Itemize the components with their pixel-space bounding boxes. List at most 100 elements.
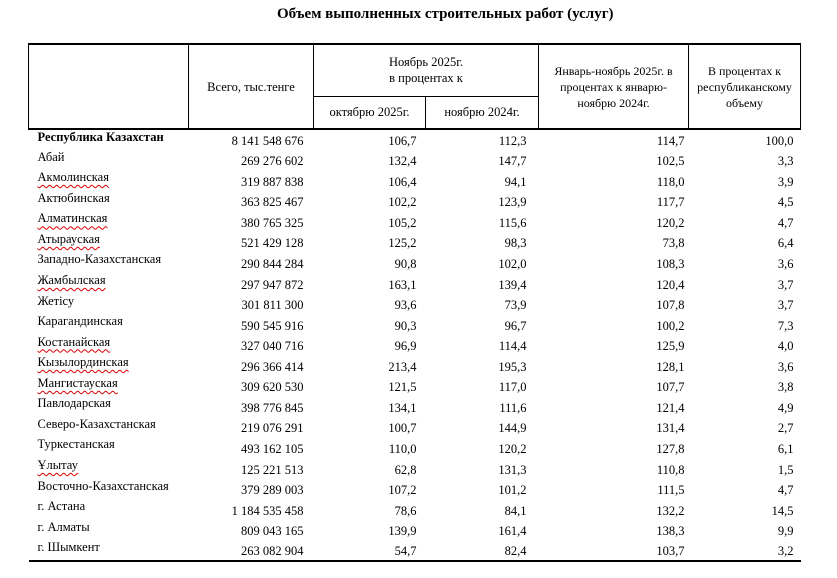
- value-cell-share: 4,5: [777, 195, 794, 210]
- value-cell-vs-october: 102,2: [388, 195, 417, 210]
- value-cell-jan-nov: 138,3: [656, 524, 685, 539]
- value-cell-total: 296 366 414: [241, 359, 304, 374]
- value-cell-vs-october: 139,9: [388, 524, 417, 539]
- table-row: Алматинская 380 765 325 105,2 115,6 120,…: [29, 211, 801, 232]
- value-cell-vs-november: 120,2: [498, 442, 527, 456]
- value-cell-share: 3,3: [777, 154, 794, 169]
- region-name: Карагандинская: [37, 314, 123, 329]
- value-cell-vs-october: 213,4: [388, 359, 417, 374]
- table-row: Павлодарская 398 776 845 134,1 111,6 121…: [29, 396, 801, 417]
- value-cell-jan-nov: 121,4: [656, 400, 685, 415]
- value-cell-jan-nov: 118,0: [656, 174, 685, 189]
- table-row: Абай 269 276 602 132,4 147,7 102,5 3,3: [29, 150, 801, 171]
- value-cell-share: 1,5: [777, 462, 794, 477]
- region-name: г. Астана: [37, 499, 86, 514]
- value-cell-vs-october: 90,3: [394, 318, 417, 333]
- value-cell-share: 3,8: [777, 380, 794, 395]
- table-row: г. Алматы 809 043 165 139,9 161,4 138,3 …: [29, 520, 801, 541]
- header-nov-group: Ноябрь 2025г. в процентах к: [312, 43, 540, 97]
- value-cell-vs-november: 131,3: [498, 462, 527, 477]
- value-cell-jan-nov: 120,2: [656, 215, 685, 230]
- value-cell-share: 3,7: [777, 298, 794, 313]
- value-cell-vs-october: 93,6: [394, 298, 417, 313]
- region-name: Костанайская: [37, 334, 111, 349]
- value-cell-share: 9,9: [777, 524, 794, 539]
- value-cell-share: 4,7: [777, 215, 794, 230]
- region-name: Атырауская: [37, 231, 100, 246]
- value-cell-jan-nov: 103,7: [656, 543, 685, 558]
- value-cell-share: 100,0: [765, 133, 794, 148]
- value-cell-vs-october: 121,5: [388, 380, 417, 395]
- region-name: Западно-Казахстанская: [37, 252, 162, 267]
- value-cell-total: 263 082 904: [241, 543, 304, 558]
- value-cell-vs-november: 144,9: [498, 421, 527, 436]
- value-cell-total: 398 776 845: [241, 400, 304, 415]
- table-row: Карагандинская 590 545 916 90,3 96,7 100…: [29, 314, 801, 335]
- region-name: Ұлытау: [37, 458, 78, 472]
- value-cell-jan-nov: 107,8: [656, 298, 685, 313]
- value-cell-jan-nov: 108,3: [656, 256, 685, 271]
- value-cell-share: 2,7: [777, 421, 794, 436]
- value-cell-total: 319 887 838: [241, 174, 304, 189]
- table-row: Жетісу 301 811 300 93,6 73,9 107,8 3,7: [29, 294, 801, 315]
- value-cell-share: 4,9: [777, 400, 794, 415]
- value-cell-vs-november: 82,4: [504, 543, 527, 558]
- table-row: Западно-Казахстанская 290 844 284 90,8 1…: [29, 252, 801, 273]
- value-cell-vs-october: 132,4: [388, 154, 417, 169]
- region-name: Республика Казахстан: [37, 130, 164, 144]
- value-cell-jan-nov: 125,9: [656, 339, 685, 354]
- value-cell-jan-nov: 120,4: [656, 277, 685, 292]
- value-cell-vs-november: 102,0: [498, 256, 527, 271]
- header-total: Всего, тыс.тенге: [188, 43, 314, 130]
- region-name: Кызылординская: [37, 355, 129, 370]
- value-cell-vs-october: 134,1: [388, 400, 417, 415]
- table-row: г. Шымкент 263 082 904 54,7 82,4 103,7 3…: [29, 540, 801, 561]
- table-row: Ұлытау 125 221 513 62,8 131,3 110,8 1,5: [29, 458, 801, 479]
- value-cell-vs-october: 54,7: [394, 543, 417, 558]
- value-cell-jan-nov: 73,8: [662, 236, 685, 251]
- value-cell-total: 297 947 872: [241, 277, 304, 292]
- value-cell-total: 521 429 128: [241, 236, 304, 251]
- header-jan-nov: Январь-ноябрь 2025г. в процентах к январ…: [538, 43, 690, 130]
- value-cell-jan-nov: 100,2: [656, 318, 685, 333]
- value-cell-vs-november: 84,1: [504, 503, 527, 518]
- region-name: Алматинская: [37, 211, 108, 226]
- value-cell-total: 269 276 602: [241, 154, 304, 169]
- header-nov-line1: Ноябрь 2025г.: [388, 55, 464, 70]
- value-cell-share: 3,7: [777, 277, 794, 292]
- statistics-table: Всего, тыс.тенге Ноябрь 2025г. в процент…: [28, 43, 802, 562]
- value-cell-vs-october: 163,1: [388, 277, 417, 292]
- header-region-col: [28, 43, 189, 130]
- table-row: Республика Казахстан 8 141 548 676 106,7…: [29, 129, 801, 150]
- region-name: Абай: [37, 149, 65, 164]
- value-cell-share: 4,7: [777, 483, 794, 498]
- table-row: Кызылординская 296 366 414 213,4 195,3 1…: [29, 355, 801, 376]
- value-cell-vs-november: 94,1: [504, 174, 527, 189]
- region-name: Мангистауская: [37, 375, 118, 390]
- value-cell-vs-november: 147,7: [498, 154, 527, 169]
- table-row: г. Астана 1 184 535 458 78,6 84,1 132,2 …: [29, 499, 801, 520]
- table-row: Жамбылская 297 947 872 163,1 139,4 120,4…: [29, 273, 801, 294]
- value-cell-share: 6,1: [777, 442, 794, 456]
- value-cell-vs-october: 62,8: [394, 462, 417, 477]
- table-row: Костанайская 327 040 716 96,9 114,4 125,…: [29, 335, 801, 356]
- table-row: Восточно-Казахстанская 379 289 003 107,2…: [29, 479, 801, 500]
- value-cell-vs-october: 106,4: [388, 174, 417, 189]
- value-cell-vs-november: 96,7: [504, 318, 527, 333]
- value-cell-total: 125 221 513: [241, 462, 304, 477]
- value-cell-jan-nov: 102,5: [656, 154, 685, 169]
- region-name: Акмолинская: [37, 170, 109, 185]
- value-cell-vs-october: 125,2: [388, 236, 417, 251]
- value-cell-share: 6,4: [777, 236, 794, 251]
- table-row: Актюбинская 363 825 467 102,2 123,9 117,…: [29, 191, 801, 212]
- value-cell-vs-november: 101,2: [498, 483, 527, 498]
- value-cell-jan-nov: 131,4: [656, 421, 685, 436]
- value-cell-total: 1 184 535 458: [231, 503, 304, 518]
- value-cell-jan-nov: 132,2: [656, 503, 685, 518]
- value-cell-total: 363 825 467: [241, 195, 304, 210]
- table-row: Акмолинская 319 887 838 106,4 94,1 118,0…: [29, 170, 801, 191]
- value-cell-vs-november: 73,9: [504, 298, 527, 313]
- value-cell-vs-november: 195,3: [498, 359, 527, 374]
- value-cell-vs-november: 111,6: [499, 400, 527, 415]
- value-cell-share: 3,9: [777, 174, 794, 189]
